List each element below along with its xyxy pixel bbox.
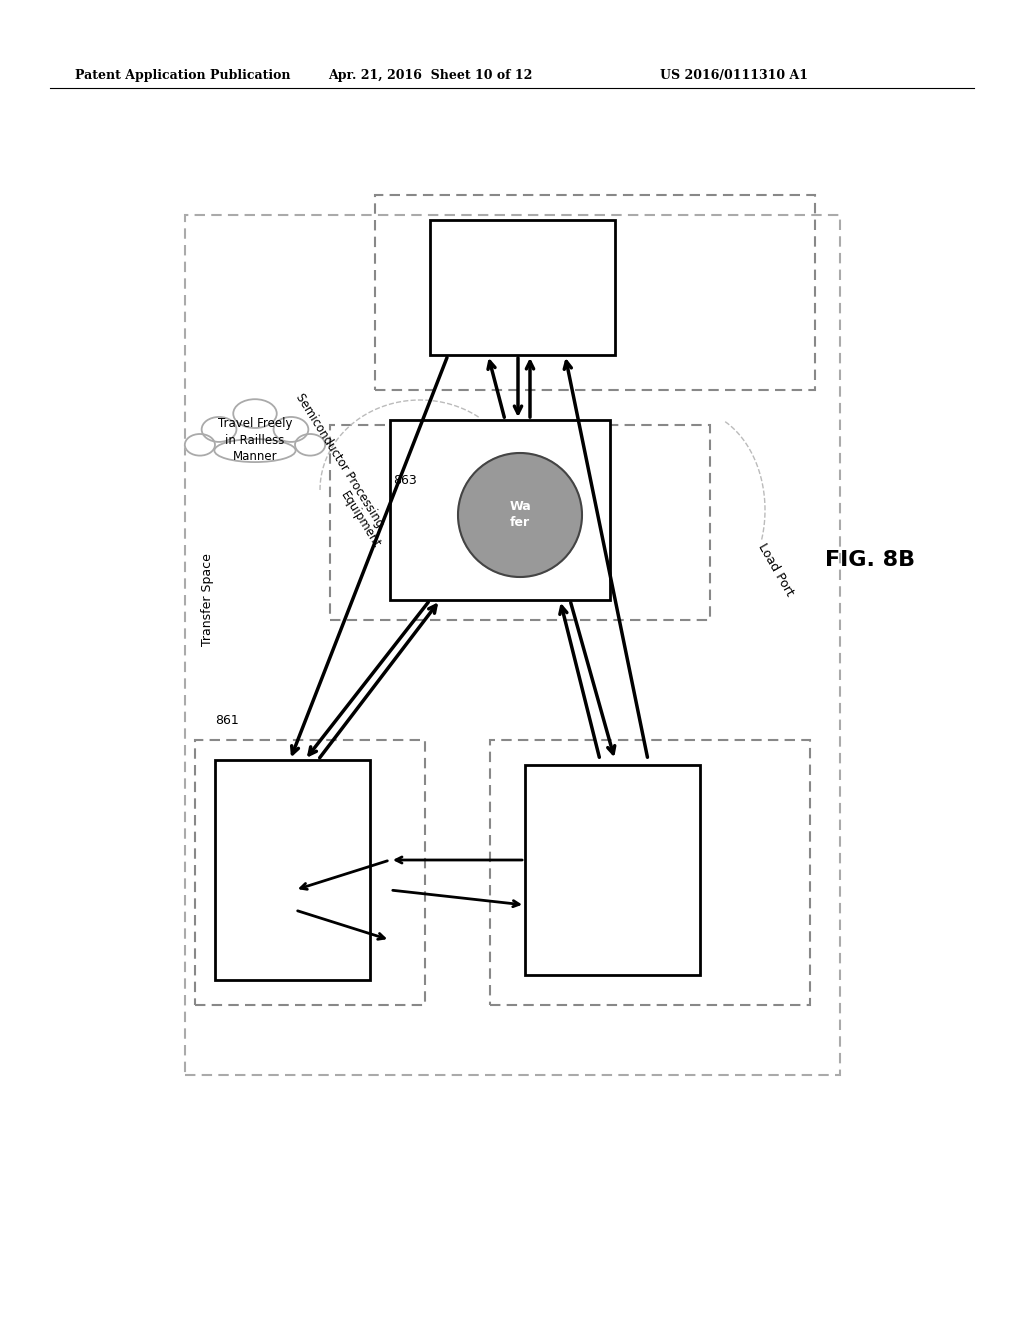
- Text: Load Port: Load Port: [755, 541, 796, 599]
- Text: Semiconductor Processing: Semiconductor Processing: [293, 391, 387, 529]
- Text: FIG. 8B: FIG. 8B: [825, 550, 915, 570]
- Text: Travel Freely
in Railless
Manner: Travel Freely in Railless Manner: [218, 417, 292, 463]
- Ellipse shape: [233, 399, 276, 428]
- Ellipse shape: [295, 434, 326, 455]
- Ellipse shape: [273, 417, 308, 442]
- Polygon shape: [390, 420, 610, 601]
- Polygon shape: [525, 766, 700, 975]
- Ellipse shape: [184, 434, 215, 455]
- Circle shape: [458, 453, 582, 577]
- Text: Patent Application Publication: Patent Application Publication: [75, 69, 291, 82]
- Text: US 2016/0111310 A1: US 2016/0111310 A1: [660, 69, 808, 82]
- Text: 863: 863: [393, 474, 417, 487]
- Text: Transfer Space: Transfer Space: [202, 553, 214, 647]
- Text: Equipment: Equipment: [338, 490, 383, 550]
- Text: Apr. 21, 2016  Sheet 10 of 12: Apr. 21, 2016 Sheet 10 of 12: [328, 69, 532, 82]
- Ellipse shape: [214, 440, 296, 462]
- Ellipse shape: [202, 417, 237, 442]
- Text: Wa
fer: Wa fer: [509, 500, 530, 529]
- Text: 861: 861: [215, 714, 239, 726]
- Polygon shape: [430, 220, 615, 355]
- Polygon shape: [215, 760, 370, 979]
